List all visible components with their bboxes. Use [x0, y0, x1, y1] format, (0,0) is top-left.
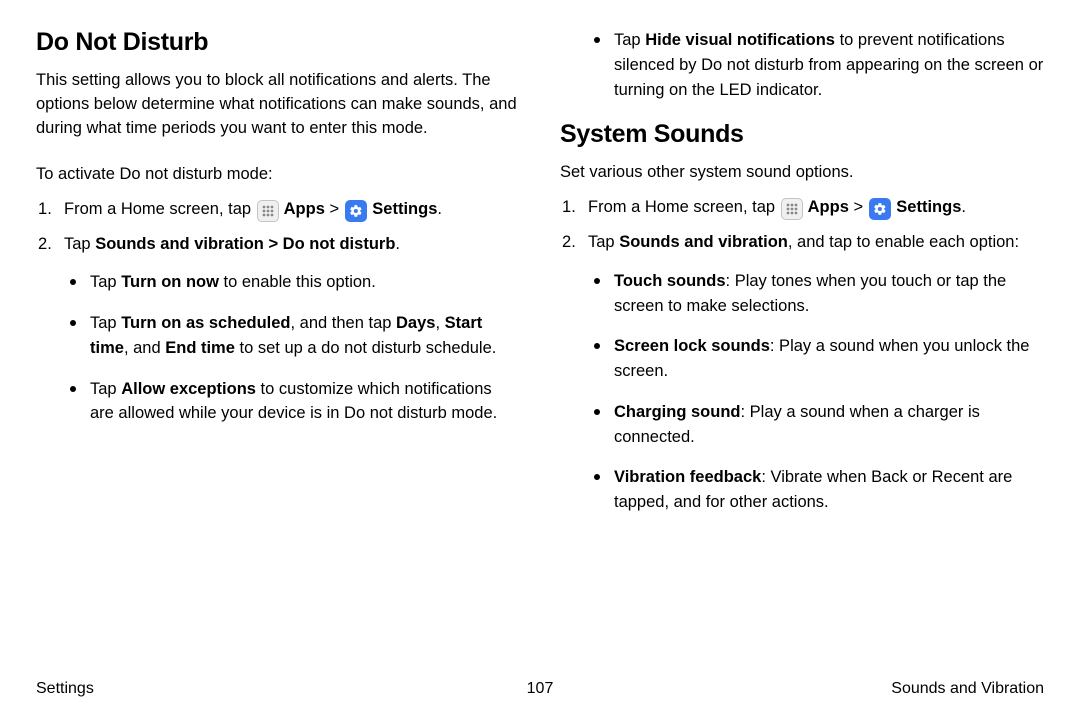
step-text: .: [437, 200, 442, 218]
steps-list: From a Home screen, tap Apps > Settings.…: [36, 197, 520, 427]
bullet-text: , and: [124, 339, 165, 357]
bullet-bold: End time: [165, 339, 235, 357]
bullet-item: Screen lock sounds: Play a sound when yo…: [588, 334, 1044, 384]
bullet-item: Charging sound: Play a sound when a char…: [588, 400, 1044, 450]
step-item: From a Home screen, tap Apps > Settings.: [36, 197, 520, 222]
settings-icon: [345, 200, 367, 222]
step-text: , and tap to enable each option:: [788, 233, 1019, 251]
bullet-bold: Allow exceptions: [121, 380, 256, 398]
bullet-bold: Days: [396, 314, 435, 332]
step-text: From a Home screen, tap: [588, 198, 780, 216]
bullet-bold: Touch sounds: [614, 272, 726, 290]
bullet-bold: Turn on as scheduled: [121, 314, 290, 332]
step-text: .: [961, 198, 966, 216]
apps-label: Apps: [804, 198, 849, 216]
step-item: Tap Sounds and vibration, and tap to ena…: [560, 230, 1044, 515]
footer-right: Sounds and Vibration: [891, 680, 1044, 698]
heading-do-not-disturb: Do Not Disturb: [36, 28, 520, 57]
apps-icon: [781, 198, 803, 220]
step-text: Tap: [588, 233, 619, 251]
apps-icon: [257, 200, 279, 222]
step-item: Tap Sounds and vibration > Do not distur…: [36, 232, 520, 427]
right-column: Tap Hide visual notifications to prevent…: [560, 28, 1044, 668]
settings-label: Settings: [368, 200, 438, 218]
separator: >: [325, 200, 344, 218]
bullet-item: Tap Allow exceptions to customize which …: [64, 377, 520, 427]
bullet-item: Tap Hide visual notifications to prevent…: [588, 28, 1044, 102]
intro-text: This setting allows you to block all not…: [36, 69, 520, 141]
continued-bullet-list: Tap Hide visual notifications to prevent…: [560, 28, 1044, 102]
bullet-bold: Vibration feedback: [614, 468, 761, 486]
bullet-item: Tap Turn on as scheduled, and then tap D…: [64, 311, 520, 361]
bullet-text: ,: [435, 314, 444, 332]
step-bold: Sounds and vibration: [619, 233, 788, 251]
footer-left: Settings: [36, 680, 94, 698]
settings-icon: [869, 198, 891, 220]
bullet-item: Touch sounds: Play tones when you touch …: [588, 269, 1044, 319]
bullet-text: Tap: [614, 31, 645, 49]
intro-text: Set various other system sound options.: [560, 161, 1044, 185]
separator: >: [849, 198, 868, 216]
step-text: .: [395, 235, 400, 253]
step-text: From a Home screen, tap: [64, 200, 256, 218]
settings-label: Settings: [892, 198, 962, 216]
lead-text: To activate Do not disturb mode:: [36, 163, 520, 187]
sub-bullet-list: Tap Turn on now to enable this option. T…: [64, 270, 520, 426]
bullet-text: Tap: [90, 380, 121, 398]
heading-system-sounds: System Sounds: [560, 120, 1044, 149]
bullet-text: to set up a do not disturb schedule.: [235, 339, 496, 357]
sub-bullet-list: Touch sounds: Play tones when you touch …: [588, 269, 1044, 515]
content-columns: Do Not Disturb This setting allows you t…: [36, 28, 1044, 668]
step-bold: Sounds and vibration > Do not disturb: [95, 235, 395, 253]
bullet-bold: Screen lock sounds: [614, 337, 770, 355]
step-text: Tap: [64, 235, 95, 253]
step-item: From a Home screen, tap Apps > Settings.: [560, 195, 1044, 220]
apps-label: Apps: [280, 200, 325, 218]
bullet-text: to enable this option.: [219, 273, 376, 291]
bullet-bold: Charging sound: [614, 403, 741, 421]
page-footer: Settings 107 Sounds and Vibration: [36, 680, 1044, 698]
left-column: Do Not Disturb This setting allows you t…: [36, 28, 520, 668]
bullet-item: Vibration feedback: Vibrate when Back or…: [588, 465, 1044, 515]
bullet-item: Tap Turn on now to enable this option.: [64, 270, 520, 295]
footer-page-number: 107: [527, 680, 554, 698]
bullet-text: Tap: [90, 273, 121, 291]
bullet-bold: Turn on now: [121, 273, 219, 291]
bullet-bold: Hide visual notifications: [645, 31, 835, 49]
steps-list: From a Home screen, tap Apps > Settings.…: [560, 195, 1044, 515]
bullet-text: , and then tap: [291, 314, 397, 332]
bullet-text: Tap: [90, 314, 121, 332]
